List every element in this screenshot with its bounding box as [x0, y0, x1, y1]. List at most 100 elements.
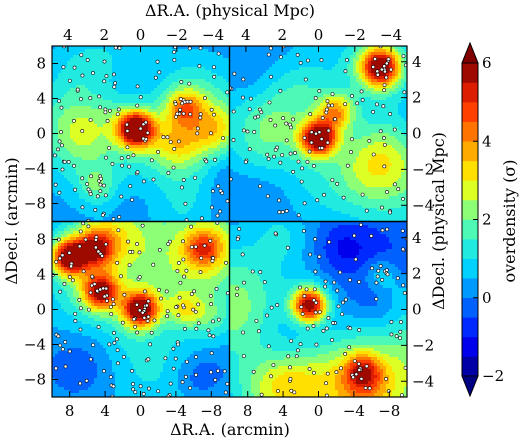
galaxy-marker [57, 99, 62, 103]
galaxy-marker [171, 165, 176, 170]
right-y-axis-title: ΔDecl. (physical Mpc) [429, 132, 448, 310]
galaxy-marker [208, 131, 213, 136]
galaxy-marker [348, 326, 353, 331]
galaxy-marker [85, 58, 90, 62]
galaxy-marker [394, 334, 399, 339]
galaxy-marker [113, 46, 118, 50]
galaxy-marker [301, 229, 306, 233]
galaxy-marker [384, 268, 389, 273]
colorbar-segment [462, 82, 478, 103]
galaxy-marker [59, 130, 63, 134]
galaxy-marker [324, 110, 329, 115]
galaxy-marker [384, 376, 388, 381]
galaxy-marker [79, 97, 83, 101]
galaxy-marker [78, 306, 83, 311]
galaxy-marker [114, 337, 119, 342]
galaxy-marker [380, 205, 384, 210]
galaxy-marker [305, 58, 310, 63]
galaxy-marker [111, 217, 116, 221]
galaxy-marker [184, 359, 189, 364]
galaxy-marker [338, 270, 343, 275]
galaxy-marker [396, 187, 401, 191]
galaxy-marker [172, 58, 177, 62]
galaxy-marker [183, 201, 188, 206]
galaxy-marker [110, 161, 115, 166]
galaxy-marker [198, 115, 203, 120]
galaxy-marker [101, 286, 106, 291]
right-y-tick-label: 0 [412, 125, 422, 143]
galaxy-marker [335, 288, 340, 293]
galaxy-marker [199, 216, 204, 221]
galaxy-marker [383, 69, 387, 74]
galaxy-marker [188, 99, 193, 104]
colorbar-segment [462, 160, 478, 181]
galaxy-marker [62, 282, 67, 286]
galaxy-marker [241, 95, 245, 100]
galaxy-marker [188, 112, 193, 117]
galaxy-marker [273, 123, 278, 128]
top-x-tick-label: −2 [166, 26, 188, 44]
density-panels [52, 46, 407, 397]
galaxy-marker [85, 182, 90, 186]
galaxy-marker [178, 280, 183, 285]
galaxy-marker [93, 208, 98, 212]
galaxy-marker [273, 148, 278, 152]
left-y-tick-label: 4 [36, 266, 46, 284]
galaxy-marker [181, 239, 185, 244]
galaxy-marker [317, 254, 322, 259]
galaxy-marker [77, 244, 82, 249]
galaxy-marker [298, 342, 303, 347]
galaxy-marker [194, 372, 198, 377]
left-y-tick-label: 0 [36, 301, 46, 319]
galaxy-marker [104, 242, 108, 247]
galaxy-marker [315, 198, 320, 203]
colorbar-segment [462, 219, 478, 240]
galaxy-marker [344, 58, 349, 63]
galaxy-marker [339, 366, 343, 371]
galaxy-marker [146, 299, 151, 304]
galaxy-marker [69, 264, 74, 269]
galaxy-marker [182, 274, 186, 279]
galaxy-marker [89, 174, 93, 179]
galaxy-marker [359, 89, 364, 94]
galaxy-marker [211, 256, 216, 260]
galaxy-marker [71, 118, 76, 123]
galaxy-marker [75, 87, 80, 92]
galaxy-marker [119, 194, 124, 199]
galaxy-marker [80, 176, 85, 181]
galaxy-marker [176, 342, 180, 347]
galaxy-marker [225, 291, 229, 296]
colorbar-min-extend [461, 375, 479, 398]
galaxy-marker [210, 205, 214, 210]
galaxy-marker [112, 340, 117, 345]
galaxy-marker [80, 205, 85, 210]
galaxy-marker [166, 171, 171, 175]
galaxy-marker [78, 381, 83, 386]
galaxy-marker [231, 138, 236, 142]
galaxy-marker [137, 275, 142, 279]
bottom-x-tick-label: −4 [165, 402, 187, 420]
galaxy-marker [131, 382, 135, 386]
colorbar-segment [462, 336, 478, 357]
galaxy-marker [280, 153, 285, 157]
galaxy-marker [57, 139, 62, 144]
galaxy-marker [296, 159, 301, 164]
galaxy-marker [357, 279, 361, 284]
galaxy-marker [284, 138, 289, 143]
galaxy-marker [204, 159, 209, 164]
galaxy-marker [375, 274, 380, 279]
galaxy-marker [325, 99, 330, 104]
galaxy-marker [307, 149, 312, 154]
galaxy-marker [137, 250, 142, 255]
galaxy-marker [401, 283, 406, 288]
galaxy-marker [230, 177, 233, 182]
galaxy-marker [116, 361, 120, 366]
galaxy-marker [171, 366, 176, 371]
galaxy-marker [188, 386, 193, 390]
galaxy-marker [87, 307, 91, 312]
right-y-tick-label: 2 [412, 89, 422, 107]
galaxy-marker [382, 135, 386, 140]
galaxy-marker [275, 303, 280, 307]
galaxy-marker [135, 302, 139, 307]
galaxy-marker [208, 238, 213, 243]
